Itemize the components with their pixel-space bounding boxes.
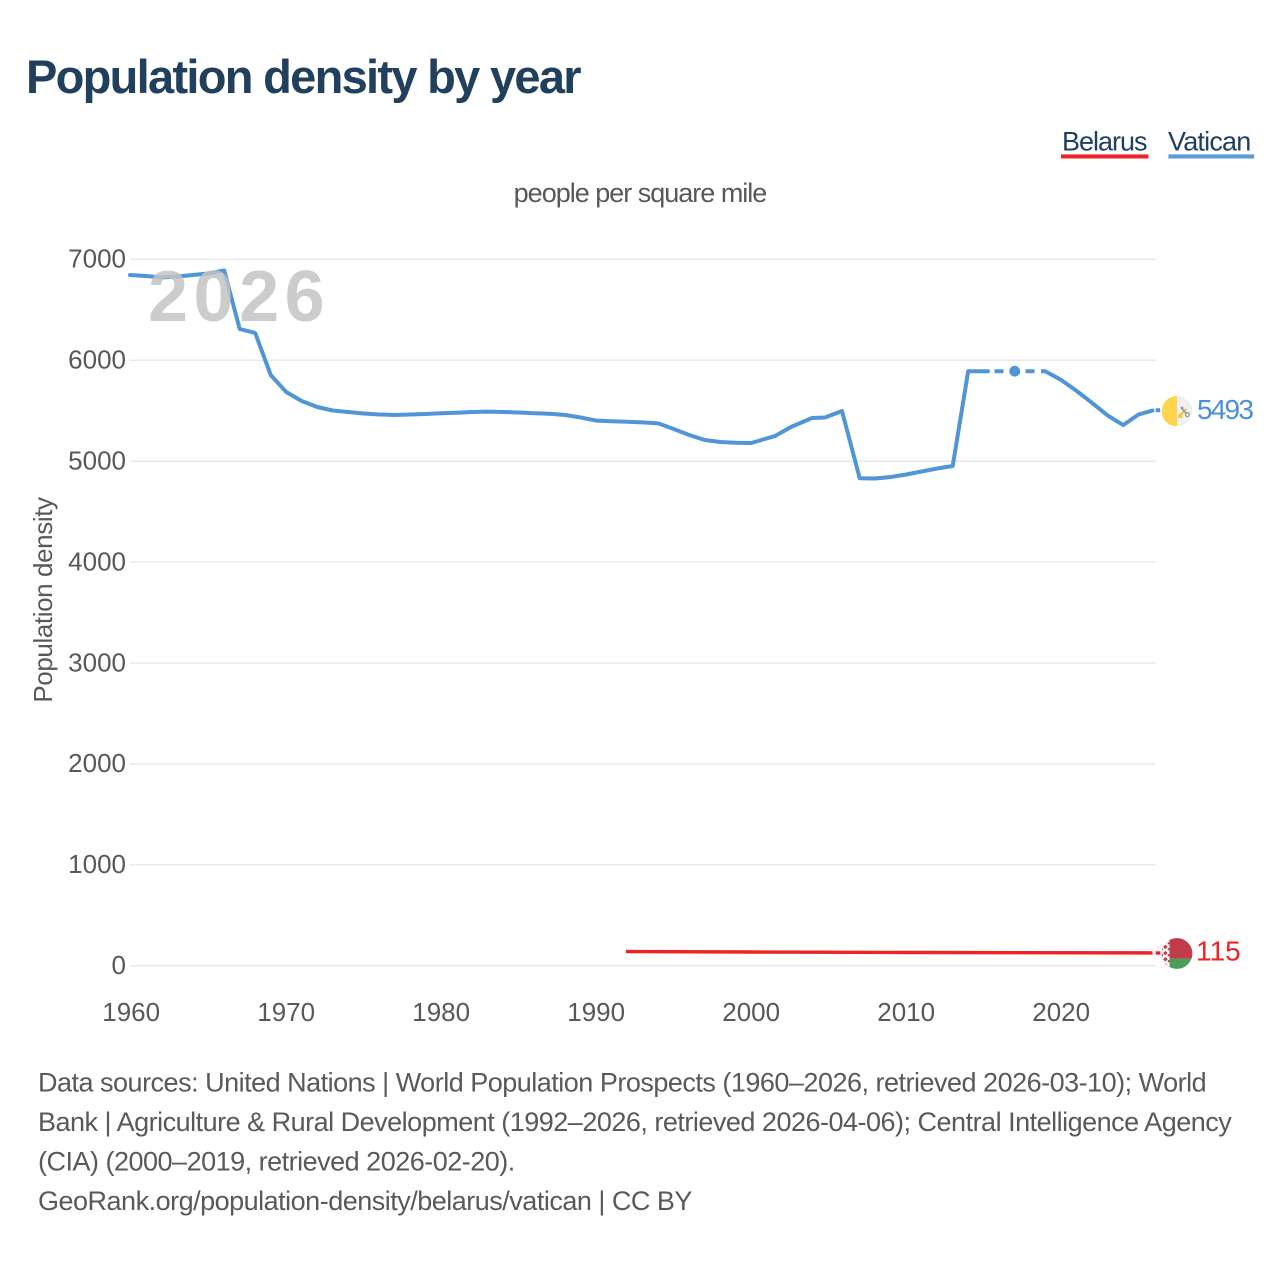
svg-text:5493: 5493	[1197, 394, 1253, 425]
svg-text:1990: 1990	[567, 997, 625, 1027]
svg-text:Population density by year: Population density by year	[26, 50, 581, 103]
svg-text:1000: 1000	[68, 849, 126, 879]
svg-text:people per square mile: people per square mile	[514, 178, 767, 208]
svg-text:Vatican: Vatican	[1168, 127, 1250, 157]
svg-text:3000: 3000	[68, 647, 126, 677]
svg-text:Population density: Population density	[28, 497, 58, 703]
svg-text:(CIA) (2000–2019, retrieved 20: (CIA) (2000–2019, retrieved 2026-02-20).	[38, 1147, 515, 1177]
svg-text:Belarus: Belarus	[1062, 127, 1147, 157]
svg-text:2026: 2026	[148, 257, 330, 337]
svg-text:6000: 6000	[68, 345, 126, 375]
svg-text:Bank | Agriculture & Rural Dev: Bank | Agriculture & Rural Development (…	[38, 1107, 1232, 1137]
svg-text:1980: 1980	[412, 997, 470, 1027]
svg-text:2000: 2000	[68, 748, 126, 778]
svg-text:2020: 2020	[1032, 997, 1090, 1027]
svg-text:1970: 1970	[257, 997, 315, 1027]
svg-text:2000: 2000	[722, 997, 780, 1027]
svg-text:5000: 5000	[68, 446, 126, 476]
svg-text:Data sources: United Nations |: Data sources: United Nations | World Pop…	[38, 1068, 1206, 1098]
svg-text:1960: 1960	[102, 997, 160, 1027]
svg-text:7000: 7000	[68, 244, 126, 274]
svg-text:0: 0	[112, 950, 126, 980]
svg-text:GeoRank.org/population-density: GeoRank.org/population-density/belarus/v…	[38, 1186, 692, 1216]
svg-text:4000: 4000	[68, 546, 126, 576]
svg-text:115: 115	[1196, 935, 1241, 966]
svg-text:2010: 2010	[877, 997, 935, 1027]
